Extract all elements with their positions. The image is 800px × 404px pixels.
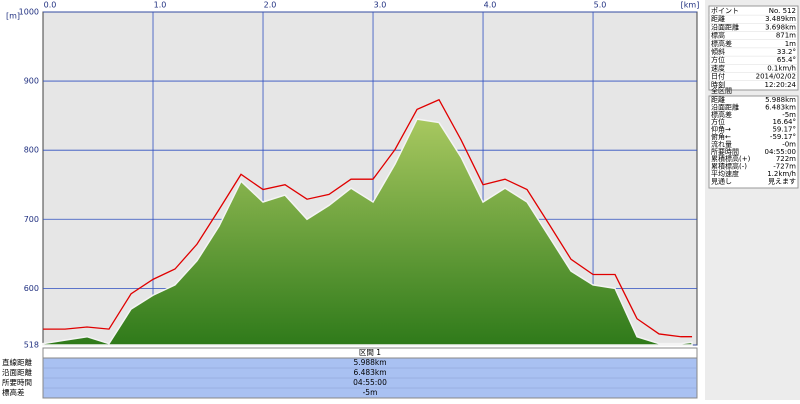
elevation-line bbox=[43, 98, 693, 338]
info-label: 時刻 bbox=[711, 80, 725, 89]
info-label: 流れ量 bbox=[711, 139, 732, 148]
info-value: 見えます bbox=[768, 177, 796, 185]
info-value: 59.17° bbox=[772, 126, 796, 134]
info-label: 見通し bbox=[711, 176, 732, 185]
info-label: 傾斜 bbox=[711, 47, 725, 56]
info-value: -0m bbox=[782, 140, 796, 148]
segment-label: 沿面距離 bbox=[2, 367, 32, 377]
info-label: 仰角→ bbox=[711, 125, 731, 134]
total-header: 全区間 bbox=[711, 86, 732, 95]
info-label: 沿面距離 bbox=[711, 22, 739, 31]
info-value: 04:55:00 bbox=[765, 148, 796, 156]
x-tick-label: 0.0 bbox=[44, 1, 57, 10]
y-tick-label: 800 bbox=[24, 146, 39, 155]
total-box bbox=[708, 95, 799, 189]
y-axis-unit: [m] bbox=[6, 12, 20, 21]
info-value: 0.1km/h bbox=[767, 64, 796, 72]
info-value: 16.64° bbox=[772, 118, 796, 126]
x-tick-label: 1.0 bbox=[154, 1, 167, 10]
info-value: 2014/02/02 bbox=[756, 73, 796, 81]
segment-label: 標高差 bbox=[2, 387, 25, 397]
elevation-area bbox=[42, 118, 693, 346]
info-label: 距離 bbox=[711, 95, 725, 104]
info-value: 33.2° bbox=[777, 48, 796, 56]
y-tick-label: 1000 bbox=[19, 8, 39, 17]
info-value: 65.4° bbox=[777, 56, 796, 64]
info-value: No. 512 bbox=[769, 7, 796, 15]
info-value: -727m bbox=[773, 163, 796, 171]
info-value: -59.17° bbox=[770, 133, 796, 141]
info-label: 速度 bbox=[711, 63, 725, 72]
y-tick-label: 600 bbox=[24, 284, 39, 293]
info-label: 距離 bbox=[711, 14, 725, 23]
info-value: 722m bbox=[776, 155, 796, 163]
info-value: 3.698km bbox=[765, 23, 796, 31]
info-label: 沿面距離 bbox=[711, 102, 739, 111]
segment-label: 直線距離 bbox=[2, 357, 32, 367]
info-label: 標高 bbox=[711, 31, 725, 40]
x-tick-label: 2.0 bbox=[264, 1, 277, 10]
info-value: 3.489km bbox=[765, 15, 796, 23]
x-tick-label: 3.0 bbox=[374, 1, 387, 10]
segment-value: 5.988km bbox=[353, 358, 386, 367]
info-value: -5m bbox=[782, 111, 796, 119]
x-axis-unit: [km] bbox=[681, 1, 700, 10]
info-label: 累積標高(-) bbox=[711, 162, 747, 171]
info-value: 5.988km bbox=[765, 96, 796, 104]
info-label: 標高差 bbox=[711, 39, 732, 48]
info-value: 12:20:24 bbox=[765, 81, 797, 89]
info-value: 1.2km/h bbox=[767, 170, 796, 178]
x-tick-label: 5.0 bbox=[594, 1, 607, 10]
info-label: 平均速度 bbox=[711, 169, 739, 178]
info-label: 俯角← bbox=[711, 132, 731, 141]
segment-label: 所要時間 bbox=[2, 377, 32, 387]
y-tick-label: 900 bbox=[24, 77, 39, 86]
info-label: 日付 bbox=[711, 72, 725, 81]
info-label: 所要時間 bbox=[711, 147, 739, 156]
segment-value: -5m bbox=[363, 388, 378, 397]
info-label: 累積標高(+) bbox=[711, 154, 751, 163]
info-value: 871m bbox=[776, 32, 796, 40]
x-tick-label: 4.0 bbox=[484, 1, 497, 10]
y-tick-label: 518 bbox=[24, 341, 39, 350]
segment-value: 6.483km bbox=[353, 368, 386, 377]
segment-title: 区間 1 bbox=[359, 348, 381, 357]
y-tick-label: 700 bbox=[24, 215, 39, 224]
segment-value: 04:55:00 bbox=[353, 378, 387, 387]
info-label: 方位 bbox=[711, 55, 725, 64]
info-value: 1m bbox=[785, 40, 796, 48]
info-value: 6.483km bbox=[765, 103, 796, 111]
info-label: ポイント bbox=[711, 7, 739, 15]
info-label: 標高差 bbox=[711, 110, 732, 119]
info-label: 方位 bbox=[711, 117, 725, 126]
